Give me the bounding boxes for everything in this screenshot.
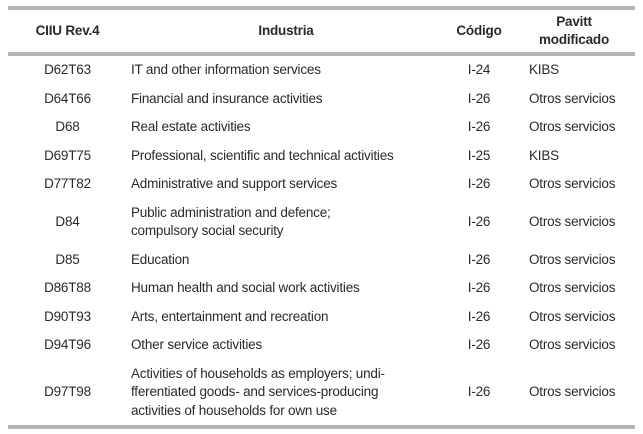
header-codigo-label: Código [456, 23, 502, 38]
cell-industria: Human health and social work activities [131, 280, 360, 295]
cell-pavitt: KIBS [529, 62, 559, 77]
cell-ciiu: D64T66 [44, 90, 91, 106]
cell-ciiu: D86T88 [44, 280, 91, 295]
cell-codigo: I-26 [467, 176, 491, 191]
cell-ciiu: D94T96 [44, 337, 91, 352]
cell-pavitt: Otros servicios [529, 176, 616, 191]
cell-pavitt: Otros servicios [529, 384, 616, 399]
cell-codigo: I-26 [467, 384, 491, 399]
cell-pavitt: Otros servicios [529, 280, 616, 295]
cell-pavitt: Otros servicios [529, 119, 616, 134]
header-industria: Industria [127, 8, 445, 54]
pavitt-classification-table: CIIU Rev.4 Industria Código Pavitt modif… [8, 6, 635, 429]
table-body: D62T63 IT and other information services… [8, 54, 635, 427]
cell-codigo: I-26 [467, 280, 491, 295]
cell-codigo: I-26 [467, 308, 491, 324]
cell-ciiu: D84 [55, 213, 80, 229]
cell-industria: Other service activities [131, 337, 262, 352]
table-row: D69T75 Professional, scientific and tech… [8, 142, 635, 171]
header-industria-label: Industria [258, 23, 314, 38]
cell-ciiu: D90T93 [44, 308, 91, 324]
table-row: D84 Public administration and defence; c… [8, 199, 635, 246]
cell-pavitt: KIBS [529, 147, 559, 163]
pavitt-classification-table-wrap: CIIU Rev.4 Industria Código Pavitt modif… [8, 6, 635, 429]
cell-pavitt: Otros servicios [529, 251, 616, 267]
cell-codigo: I-26 [467, 337, 491, 352]
header-ciiu: CIIU Rev.4 [8, 8, 127, 54]
cell-pavitt: Otros servicios [529, 308, 616, 324]
table-row: D85 Education I-26 Otros servicios [8, 246, 635, 275]
table-row: D77T82 Administrative and support servic… [8, 170, 635, 199]
cell-industria: Public administration and defence; compu… [131, 204, 331, 239]
header-pavitt: Pavitt modificado [513, 8, 635, 54]
cell-industria: Arts, entertainment and recreation [131, 308, 329, 324]
cell-codigo: I-26 [467, 90, 491, 106]
table-header: CIIU Rev.4 Industria Código Pavitt modif… [8, 8, 635, 54]
cell-pavitt: Otros servicios [529, 337, 616, 352]
table-row: D94T96 Other service activities I-26 Otr… [8, 331, 635, 360]
header-codigo: Código [445, 8, 513, 54]
table-row: D90T93 Arts, entertainment and recreatio… [8, 303, 635, 332]
cell-ciiu: D85 [55, 251, 80, 267]
cell-ciiu: D68 [55, 119, 80, 134]
cell-industria: Financial and insurance activities [131, 90, 323, 106]
cell-pavitt: Otros servicios [529, 90, 616, 106]
cell-ciiu: D69T75 [44, 147, 91, 163]
table-row: D97T98 Activities of households as emplo… [8, 360, 635, 428]
cell-industria: Real estate activities [131, 119, 251, 134]
cell-codigo: I-24 [467, 62, 491, 77]
cell-codigo: I-26 [467, 251, 491, 267]
cell-industria: Administrative and support services [131, 176, 338, 191]
cell-industria: Education [131, 251, 190, 267]
header-row: CIIU Rev.4 Industria Código Pavitt modif… [8, 8, 635, 54]
cell-codigo: I-25 [467, 147, 491, 163]
cell-industria: Professional, scientific and technical a… [131, 147, 394, 163]
header-ciiu-label: CIIU Rev.4 [35, 23, 100, 38]
table-row: D86T88 Human health and social work acti… [8, 274, 635, 303]
cell-industria: IT and other information services [131, 62, 321, 77]
cell-codigo: I-26 [467, 119, 491, 134]
cell-codigo: I-26 [467, 213, 491, 229]
cell-ciiu: D77T82 [44, 176, 91, 191]
cell-pavitt: Otros servicios [529, 213, 616, 229]
table-row: D64T66 Financial and insurance activitie… [8, 85, 635, 114]
header-pavitt-label: Pavitt modificado [538, 14, 609, 47]
table-row: D62T63 IT and other information services… [8, 54, 635, 85]
cell-industria: Activities of households as employers; u… [131, 365, 385, 418]
table-row: D68 Real estate activities I-26 Otros se… [8, 113, 635, 142]
cell-ciiu: D97T98 [44, 384, 91, 399]
cell-ciiu: D62T63 [44, 62, 91, 77]
